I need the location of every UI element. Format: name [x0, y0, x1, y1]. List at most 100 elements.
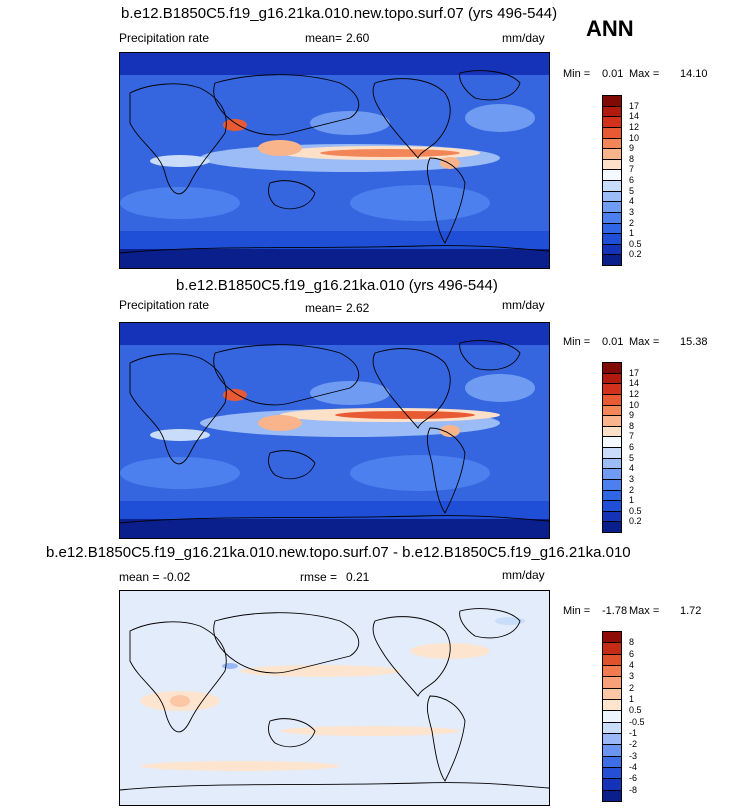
panel1-mean-label: mean= [305, 31, 343, 45]
continent-outline-antarctica [120, 515, 549, 524]
colorbar-tick-label: 2 [629, 484, 635, 495]
panel2-mean-value: 2.62 [346, 301, 370, 315]
colorbar-tick-label: -0.5 [629, 716, 645, 727]
panel3-map [119, 590, 550, 806]
panel2-mean-label: mean= [305, 301, 343, 315]
colorbar-tick-label: 0.5 [629, 505, 642, 516]
panel3-min-label: Min = [563, 605, 591, 617]
colorbar-tick-label: -3 [629, 750, 638, 761]
continent-outline-greenland [459, 608, 521, 639]
colorbar-tick-label: 0.5 [629, 705, 642, 716]
colorbar-tick-label: 3 [629, 671, 635, 682]
colorbar-swatch [602, 521, 622, 533]
continent-outline-africa [129, 621, 227, 733]
continent-outline-antarctica [120, 245, 549, 254]
colorbar-tick-label: 0.5 [629, 238, 642, 249]
colorbar-tick-label: 4 [629, 463, 635, 474]
colorbar-tick-label: 5 [629, 452, 635, 463]
continent-outline-asia [213, 344, 360, 406]
continent-outline-asia [213, 612, 360, 674]
colorbar-tick-label: -8 [629, 784, 638, 795]
panel1-map [119, 52, 550, 269]
panel3-max-label: Max = [629, 605, 660, 617]
colorbar-tick-label: 6 [629, 442, 635, 452]
panel2-variable: Precipitation rate [119, 298, 210, 312]
colorbar-tick-label: 6 [629, 175, 635, 185]
continent-outline-africa [129, 83, 227, 195]
continent-outline-south-america [426, 157, 466, 244]
panel1-map-svg [120, 53, 549, 268]
continent-outline-greenland [459, 70, 521, 101]
colorbar-tick-label: 1 [629, 694, 635, 704]
panel1-mean-value: 2.60 [346, 31, 370, 45]
continent-outline-greenland [459, 340, 521, 371]
panel2-title: b.e12.B1850C5.f19_g16.21ka.010 (yrs 496-… [176, 277, 498, 294]
continent-outline-asia [213, 74, 360, 136]
continent-outline-australia [267, 718, 316, 748]
colorbar-tick-label: 0.2 [629, 249, 642, 260]
colorbar-tick-label: -1 [629, 728, 638, 738]
arctic-band [120, 323, 549, 345]
colorbar-tick-label: 2 [629, 682, 635, 693]
arctic-band [120, 53, 549, 75]
panel2-max-value: 15.38 [680, 336, 708, 348]
colorbar-tick-label: 14 [629, 111, 640, 122]
colorbar-tick-label: 7 [629, 431, 635, 442]
panel1-min-label: Min = [563, 68, 591, 80]
season-label: ANN [586, 16, 634, 41]
continent-outline-north-america [372, 78, 451, 159]
panel3-rmse-value: 0.21 [346, 570, 370, 584]
colorbar-tick-label: 10 [629, 132, 640, 143]
colorbar-tick-label: 9 [629, 410, 635, 421]
colorbar-tick-label: 12 [629, 121, 640, 132]
panel2-map [119, 322, 550, 539]
colorbar-tick-label: 8 [629, 153, 635, 164]
colorbar-tick-label: 6 [629, 648, 635, 659]
panel3-title: b.e12.B1850C5.f19_g16.21ka.010.new.topo.… [46, 544, 631, 561]
colorbar-tick-label: 3 [629, 473, 635, 484]
colorbar-tick-label: 7 [629, 164, 635, 175]
panel1-min-value: 0.01 [602, 68, 624, 80]
continent-outline-north-america [372, 616, 451, 697]
continent-outline-australia [267, 450, 316, 480]
colorbar-tick-label: 12 [629, 388, 640, 399]
colorbar-tick-label: 2 [629, 217, 635, 228]
colorbar-tick-label: 0.2 [629, 516, 642, 527]
panel2-min-label: Min = [563, 336, 591, 348]
colorbar-swatch [602, 254, 622, 266]
continent-outline-south-america [426, 695, 466, 782]
panel3-rmse-label: rmse = [300, 570, 338, 584]
colorbar-tick-label: 1 [629, 228, 635, 239]
colorbar-tick-label: 9 [629, 143, 635, 154]
panel2-units: mm/day [502, 298, 545, 312]
colorbar-tick-label: 17 [629, 100, 640, 111]
continent-outline-africa [129, 353, 227, 465]
colorbar-tick-label: 8 [629, 637, 635, 648]
panel3-mean-label: mean = [119, 570, 160, 584]
panel1-title: b.e12.B1850C5.f19_g16.21ka.010.new.topo.… [121, 5, 558, 22]
colorbar-tick-label: 4 [629, 660, 635, 670]
colorbar-tick-label: 4 [629, 196, 635, 207]
colorbar-tick-label: 5 [629, 185, 635, 196]
panel3-colorbar: 8 6 4 3 2 1 0.5 -0.5 -1 -2 -3 -4 -6 -8 [602, 631, 662, 802]
continent-outline-south-america [426, 427, 466, 514]
colorbar-tick-label: 8 [629, 420, 635, 431]
panel1-variable: Precipitation rate [119, 31, 210, 45]
panel3-units: mm/day [502, 568, 545, 582]
colorbar-tick-label: 14 [629, 378, 640, 389]
continent-outline-antarctica [120, 782, 549, 791]
panel1-colorbar: 17 14 12 10 9 8 7 6 5 4 3 2 1 0.5 0.2 [602, 95, 662, 266]
colorbar-tick-label: -6 [629, 773, 638, 784]
panel3-map-svg [120, 591, 549, 805]
colorbar-tick-label: 10 [629, 399, 640, 410]
colorbar-swatch [602, 789, 622, 802]
colorbar-tick-label: 3 [629, 206, 635, 217]
colorbar-tick-label: 1 [629, 495, 635, 506]
colorbar-tick-label: -2 [629, 739, 638, 750]
colorbar-tick-label: -4 [629, 762, 638, 772]
colorbar-tick-label: 17 [629, 367, 640, 378]
panel3-min-value: -1.78 [602, 605, 628, 617]
panel1-max-label: Max = [629, 68, 660, 80]
panel3-mean-value: -0.02 [163, 570, 191, 584]
panel2-max-label: Max = [629, 336, 660, 348]
